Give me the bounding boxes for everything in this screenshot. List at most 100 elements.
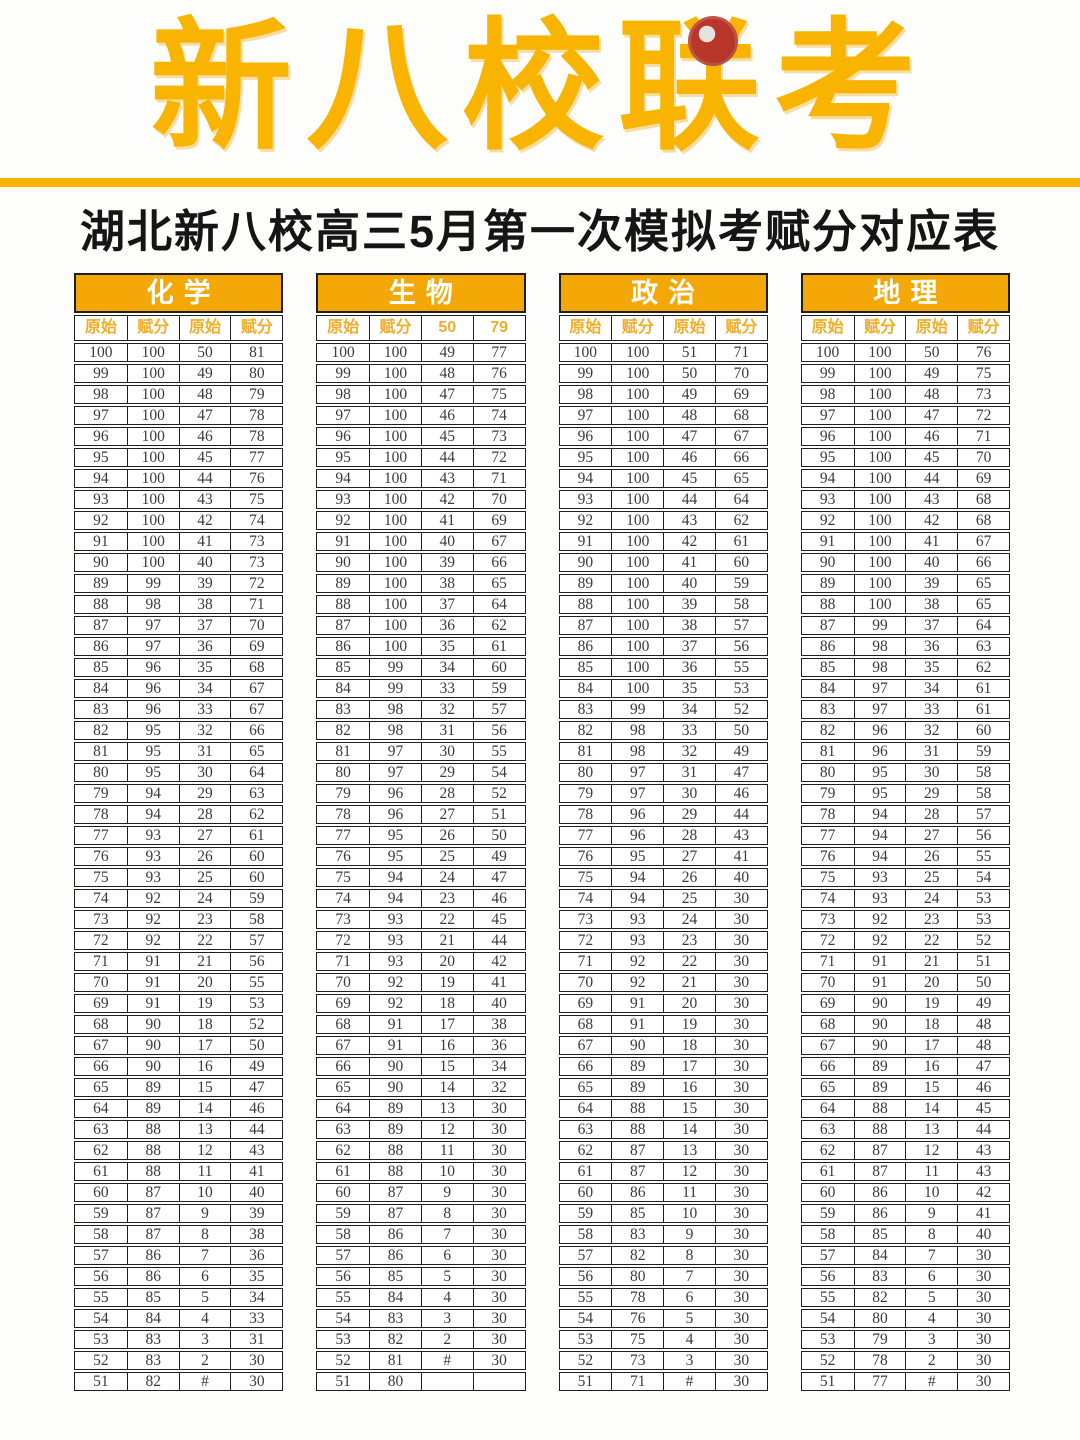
score-cell: 44 bbox=[905, 470, 957, 487]
score-cell: 97 bbox=[853, 701, 906, 718]
score-cell: 57 bbox=[957, 806, 1009, 823]
score-cell: 7 bbox=[905, 1247, 957, 1264]
score-cell: 78 bbox=[853, 1352, 906, 1369]
score-cell: 46 bbox=[905, 428, 957, 445]
score-cell: 85 bbox=[126, 1289, 179, 1306]
score-cell: 17 bbox=[905, 1037, 957, 1054]
table-row: 82 98 33 50 bbox=[558, 721, 768, 740]
score-cell: 98 bbox=[611, 743, 663, 760]
score-cell: 62 bbox=[230, 806, 282, 823]
score-cell: 65 bbox=[957, 575, 1009, 592]
score-cell: 84 bbox=[577, 680, 594, 697]
score-cell: 87 bbox=[611, 1163, 663, 1180]
score-cell: 54 bbox=[335, 1310, 351, 1327]
score-cell: 95 bbox=[611, 848, 663, 865]
score-cell: 82 bbox=[577, 722, 594, 739]
score-cell: 41 bbox=[472, 974, 525, 991]
score-cell: 50 bbox=[905, 344, 957, 361]
table-body: 100 100 51 71 99 100 50 70 98 100 49 69 97 100 48 68 96 1… bbox=[558, 343, 768, 1391]
score-cell: 59 bbox=[335, 1205, 351, 1222]
score-cell: 94 bbox=[853, 848, 906, 865]
score-cell: 72 bbox=[472, 449, 525, 466]
score-cell: 89 bbox=[819, 575, 836, 592]
score-cell: 74 bbox=[335, 890, 351, 907]
score-cell: 65 bbox=[93, 1079, 109, 1096]
score-cell: 51 bbox=[819, 1373, 836, 1390]
score-cell: 30 bbox=[472, 1205, 525, 1222]
score-cell: 5 bbox=[420, 1268, 473, 1285]
score-cell: 57 bbox=[230, 932, 282, 949]
score-cell: 61 bbox=[577, 1163, 594, 1180]
score-cell: 100 bbox=[853, 533, 906, 550]
score-cell: 32 bbox=[420, 701, 473, 718]
score-cell: 42 bbox=[178, 512, 231, 529]
score-cell: 61 bbox=[819, 1163, 836, 1180]
score-cell: 100 bbox=[853, 428, 906, 445]
score-cell: 33 bbox=[178, 701, 231, 718]
score-cell: 17 bbox=[178, 1037, 231, 1054]
score-cell: 77 bbox=[472, 344, 525, 361]
score-cell: 72 bbox=[577, 932, 594, 949]
table-row: 100 100 49 77 bbox=[316, 343, 526, 362]
score-cell: 61 bbox=[335, 1163, 351, 1180]
table-row: 67 91 16 36 bbox=[316, 1036, 526, 1055]
score-cell: 94 bbox=[369, 890, 421, 907]
score-cell: 94 bbox=[853, 806, 906, 823]
table-row: 74 93 24 53 bbox=[800, 889, 1010, 908]
score-cell: 71 bbox=[714, 344, 767, 361]
score-cell: 44 bbox=[472, 932, 525, 949]
table-header-row: 原始 赋分 原始 赋分 bbox=[558, 315, 768, 341]
score-cell: 30 bbox=[714, 974, 767, 991]
score-cell: 82 bbox=[93, 722, 109, 739]
score-cell: 56 bbox=[714, 638, 767, 655]
score-cell: 73 bbox=[472, 428, 525, 445]
score-cell: 95 bbox=[369, 848, 421, 865]
score-cell: 66 bbox=[819, 1058, 836, 1075]
score-cell: 24 bbox=[178, 890, 231, 907]
score-cell: 85 bbox=[369, 1268, 421, 1285]
score-cell: 66 bbox=[93, 1058, 109, 1075]
table-row: 64 88 15 30 bbox=[558, 1099, 768, 1118]
score-cell: 99 bbox=[577, 365, 594, 382]
score-cell: 24 bbox=[420, 869, 473, 886]
table-row: 77 96 28 43 bbox=[558, 826, 768, 845]
score-cell: 92 bbox=[126, 932, 179, 949]
score-cell: 58 bbox=[335, 1226, 351, 1243]
table-row: 77 93 27 61 bbox=[74, 826, 284, 845]
score-cell: 73 bbox=[819, 911, 836, 928]
table-row: 63 88 13 44 bbox=[800, 1120, 1010, 1139]
score-cell: 30 bbox=[957, 1352, 1009, 1369]
score-cell: 93 bbox=[577, 491, 594, 508]
score-cell: 56 bbox=[957, 827, 1009, 844]
table-row: 71 93 20 42 bbox=[316, 952, 526, 971]
table-row: 89 100 39 65 bbox=[800, 574, 1010, 593]
table-row: 78 96 29 44 bbox=[558, 805, 768, 824]
score-cell: 16 bbox=[420, 1037, 473, 1054]
score-cell: 89 bbox=[611, 1079, 663, 1096]
score-cell: 39 bbox=[178, 575, 231, 592]
score-cell: 73 bbox=[611, 1352, 663, 1369]
score-cell: 59 bbox=[472, 680, 525, 697]
table-row: 73 93 22 45 bbox=[316, 910, 526, 929]
score-cell: 64 bbox=[335, 1100, 351, 1117]
score-cell: 97 bbox=[93, 407, 109, 424]
score-cell: 34 bbox=[178, 680, 231, 697]
score-cell: 18 bbox=[420, 995, 473, 1012]
table-row: 82 96 32 60 bbox=[800, 721, 1010, 740]
score-cell: 43 bbox=[957, 1142, 1009, 1159]
score-cell: 28 bbox=[420, 785, 473, 802]
score-cell: 30 bbox=[714, 1310, 767, 1327]
score-cell: 40 bbox=[178, 554, 231, 571]
table-row: 81 97 30 55 bbox=[316, 742, 526, 761]
score-cell: 74 bbox=[577, 890, 594, 907]
score-cell: 61 bbox=[714, 533, 767, 550]
score-cell: 60 bbox=[714, 554, 767, 571]
score-cell: # bbox=[178, 1373, 231, 1390]
score-cell: 53 bbox=[714, 680, 767, 697]
score-cell: 62 bbox=[335, 1142, 351, 1159]
score-cell: 34 bbox=[230, 1289, 282, 1306]
score-cell: 86 bbox=[853, 1205, 906, 1222]
score-cell: 89 bbox=[853, 1079, 906, 1096]
score-cell: 45 bbox=[663, 470, 715, 487]
score-cell: 69 bbox=[819, 995, 836, 1012]
